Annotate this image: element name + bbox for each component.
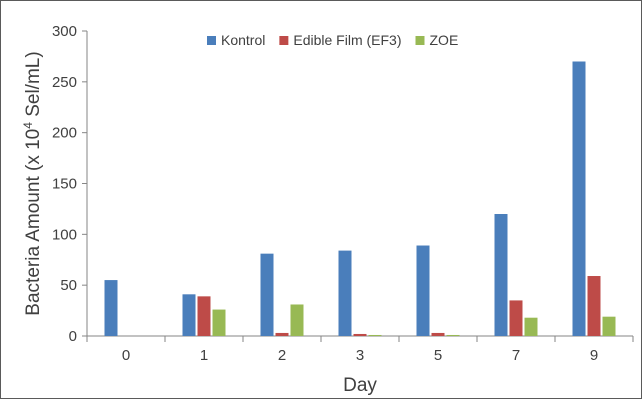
legend-label: Kontrol [221, 32, 265, 48]
x-tick-label: 5 [434, 347, 442, 364]
x-tick-label: 0 [122, 347, 130, 364]
y-tick-label: 100 [52, 226, 77, 243]
legend: Kontrol Edible Film (EF3) ZOE [207, 32, 458, 48]
y-tick-label: 150 [52, 176, 77, 193]
bar [587, 276, 601, 336]
x-axis-title: Day [343, 375, 377, 396]
bar [275, 332, 289, 336]
y-axis-title-unit: Sel/mL) [23, 51, 44, 122]
bar [338, 250, 352, 336]
y-tick-label: 250 [52, 74, 77, 91]
bar [602, 316, 616, 336]
bar [290, 304, 304, 336]
y-axis-title-main: Bacteria Amount (x 10 [23, 129, 44, 316]
bar [416, 245, 430, 336]
legend-label: Edible Film (EF3) [293, 32, 401, 48]
bar [104, 280, 118, 336]
bar [260, 253, 274, 336]
bar [368, 334, 382, 336]
bar [524, 317, 538, 336]
y-tick-label: 50 [60, 277, 77, 294]
y-axis-title-exponent: 4 [21, 122, 35, 129]
legend-swatch [207, 36, 216, 45]
bar [353, 333, 367, 336]
bar [494, 214, 508, 336]
x-tick-label: 3 [356, 347, 364, 364]
y-tick-label: 0 [69, 328, 77, 345]
x-tick-label: 1 [200, 347, 208, 364]
bar [431, 332, 445, 336]
x-tick-label: 9 [590, 347, 598, 364]
axes: 0 50 100 150 200 250 300 0 1 2 3 5 7 9 [52, 23, 634, 364]
bar [182, 294, 196, 336]
bar [197, 296, 211, 336]
x-tick-label: 7 [512, 347, 520, 364]
y-axis-title: Bacteria Amount (x 104 Sel/mL) [21, 51, 44, 315]
legend-swatch [415, 36, 425, 45]
bar [509, 300, 523, 336]
y-tick-label: 300 [52, 23, 77, 40]
bar [212, 309, 226, 336]
y-tick-label: 200 [52, 125, 77, 142]
bars [104, 61, 616, 336]
legend-label: ZOE [430, 32, 459, 48]
legend-swatch [279, 36, 289, 45]
bar [572, 61, 586, 336]
x-tick-label: 2 [278, 347, 286, 364]
bar [446, 334, 460, 336]
